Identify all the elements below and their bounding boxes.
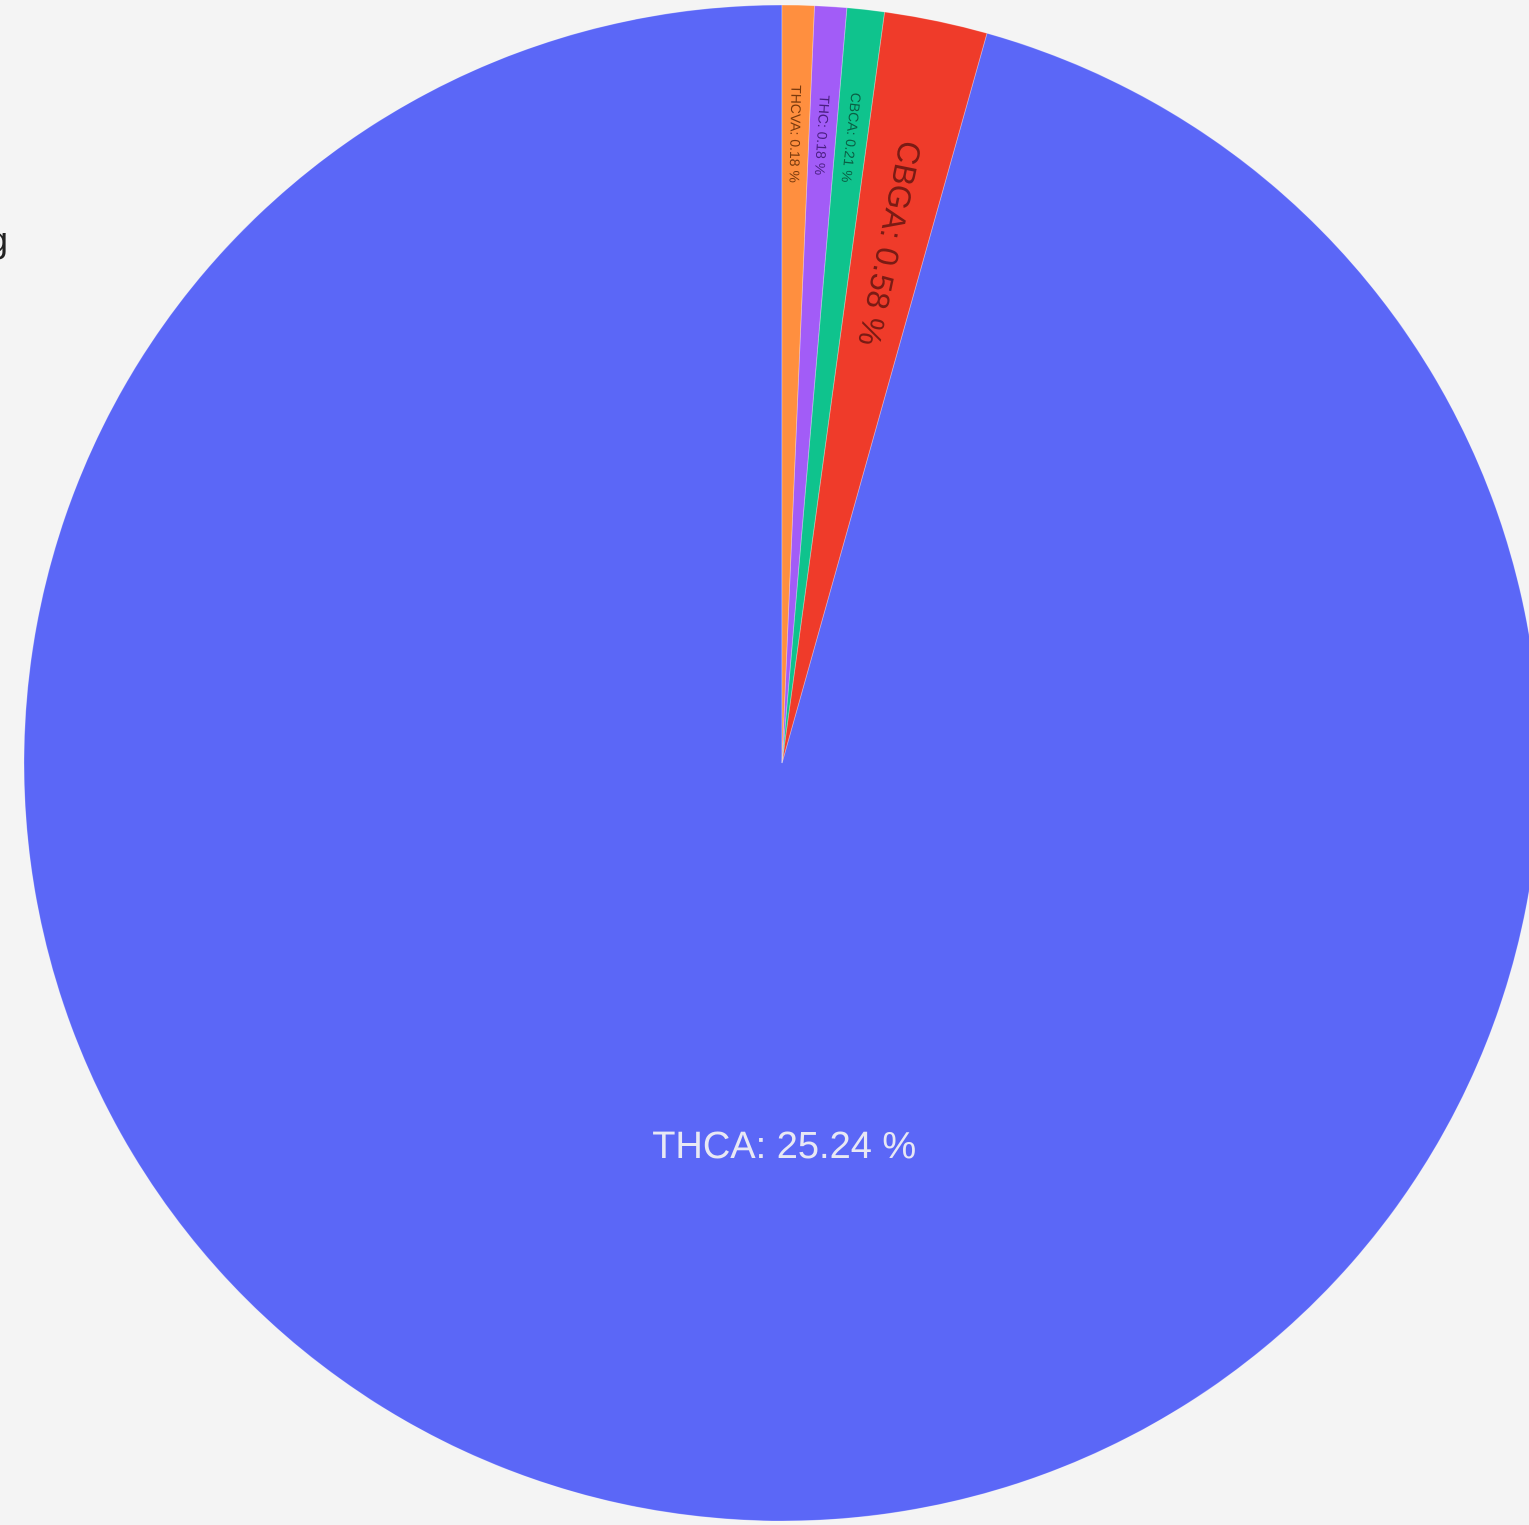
pie-label-thcva: THCVA: 0.18 % — [786, 85, 804, 183]
pie-slice-thca — [23, 4, 1529, 1522]
pie-label-thca: THCA: 25.24 % — [652, 1125, 916, 1167]
clipped-text: g — [0, 222, 8, 258]
pie-slice-thc — [781, 5, 848, 764]
pie-slices — [23, 4, 1529, 1522]
pie-slice-thcva — [781, 4, 815, 764]
pie-label-thc: THC: 0.18 % — [812, 95, 833, 176]
pie-slice-cbga — [781, 11, 988, 764]
pie-slice-cbca — [781, 7, 886, 764]
